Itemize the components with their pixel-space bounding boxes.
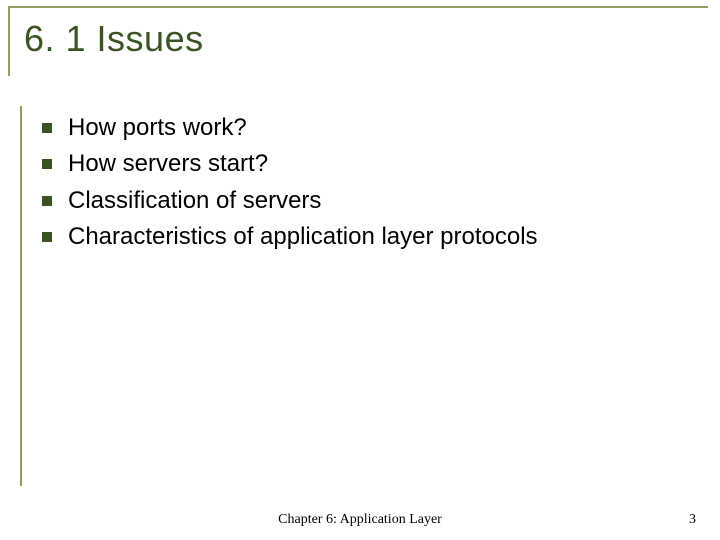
content-area: How ports work? How servers start? Class…	[20, 106, 700, 486]
bullet-text: How servers start?	[68, 148, 268, 180]
square-bullet-icon	[42, 159, 52, 169]
list-item: Characteristics of application layer pro…	[42, 221, 700, 253]
bullet-list: How ports work? How servers start? Class…	[42, 112, 700, 254]
list-item: How servers start?	[42, 148, 700, 180]
footer-page-number: 3	[689, 512, 696, 528]
slide-title: 6. 1 Issues	[24, 18, 708, 60]
list-item: How ports work?	[42, 112, 700, 144]
square-bullet-icon	[42, 232, 52, 242]
slide: 6. 1 Issues How ports work? How servers …	[0, 0, 720, 540]
square-bullet-icon	[42, 196, 52, 206]
square-bullet-icon	[42, 123, 52, 133]
title-container: 6. 1 Issues	[8, 6, 708, 76]
list-item: Classification of servers	[42, 185, 700, 217]
bullet-text: How ports work?	[68, 112, 247, 144]
footer-chapter: Chapter 6: Application Layer	[0, 512, 720, 528]
bullet-text: Classification of servers	[68, 185, 321, 217]
bullet-text: Characteristics of application layer pro…	[68, 221, 538, 253]
